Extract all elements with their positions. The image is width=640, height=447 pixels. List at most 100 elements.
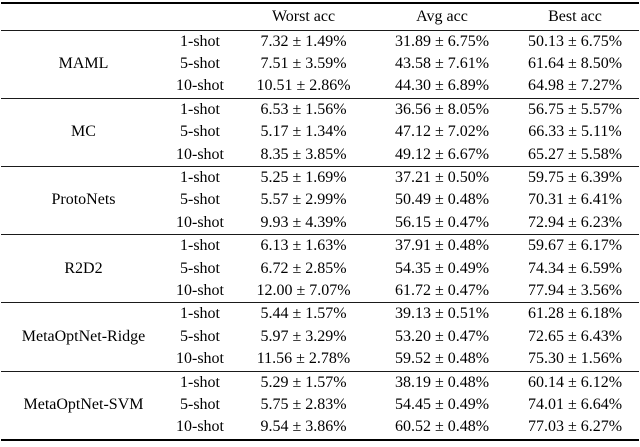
best-acc-value: 60.14 ± 6.12%	[527, 373, 623, 391]
header-row: Worst acc Avg acc Best acc	[1, 3, 639, 31]
avg-acc-value: 37.91 ± 0.48%	[394, 237, 490, 255]
shot-label: 1-shot	[180, 373, 220, 391]
table-row: 5-shot 5.17 ± 1.34% 47.12 ± 7.02% 66.33 ± 5…	[1, 121, 639, 143]
avg-acc-value: 39.13 ± 0.51%	[394, 305, 490, 323]
best-acc-value: 72.65 ± 6.43%	[527, 327, 623, 345]
table-row: 10-shot 10.51 ± 2.86% 44.30 ± 6.89% 64.98 ±…	[1, 75, 639, 98]
worst-acc-value: 8.35 ± 3.85%	[260, 145, 347, 163]
table-row: ProtoNets 1-shot 5.25 ± 1.69% 37.21 ± 0.50%…	[1, 166, 639, 208]
avg-acc-value: 49.12 ± 6.67%	[394, 145, 490, 163]
best-acc-value: 74.34 ± 6.59%	[527, 259, 623, 277]
shot-label: 5-shot	[180, 396, 220, 413]
avg-acc-value: 60.52 ± 0.48%	[394, 418, 490, 436]
shot-label: 1-shot	[180, 237, 220, 255]
worst-acc-value: 5.25 ± 1.69%	[260, 168, 347, 186]
best-acc-value: 74.01 ± 6.64%	[527, 396, 623, 413]
table-row: 10-shot 9.54 ± 3.86% 60.52 ± 0.48% 77.03 ± …	[1, 416, 639, 439]
worst-acc-value: 5.44 ± 1.57%	[260, 305, 347, 323]
method-group-r2d2: R2D2 1-shot 6.13 ± 1.63% 37.91 ± 0.48% 59.67…	[1, 235, 639, 303]
best-acc-value: 72.94 ± 6.23%	[527, 213, 623, 231]
worst-acc-value: 5.17 ± 1.34%	[260, 123, 347, 141]
avg-acc-value: 54.35 ± 0.49%	[394, 259, 490, 277]
best-acc-value: 77.94 ± 3.56%	[527, 281, 623, 299]
table-row: 10-shot 11.56 ± 2.78% 59.52 ± 0.48% 75.30 ±…	[1, 348, 639, 371]
best-acc-value: 61.64 ± 8.50%	[527, 54, 623, 72]
avg-acc-value: 44.30 ± 6.89%	[394, 77, 490, 95]
table-header: Worst acc Avg acc Best acc	[1, 3, 639, 31]
table-row: R2D2 1-shot 6.13 ± 1.63% 37.91 ± 0.48% 59.67…	[1, 235, 639, 276]
worst-acc-value: 6.53 ± 1.56%	[260, 100, 347, 118]
avg-acc-value: 59.52 ± 0.48%	[394, 350, 490, 368]
shot-label: 5-shot	[180, 259, 220, 277]
worst-acc-value: 11.56 ± 2.78%	[256, 350, 351, 368]
avg-acc-value: 54.45 ± 0.49%	[394, 396, 490, 413]
best-acc-value: 59.67 ± 6.17%	[527, 237, 623, 255]
shot-label: 5-shot	[180, 123, 220, 141]
shot-label: 1-shot	[180, 305, 220, 323]
shot-label: 10-shot	[176, 145, 224, 163]
table-row: 5-shot 7.51 ± 3.59% 43.58 ± 7.61% 61.64 ± 8…	[1, 53, 639, 75]
shot-label: 1-shot	[180, 32, 220, 50]
best-acc-value: 75.30 ± 1.56%	[527, 350, 623, 368]
table-row: MC 1-shot 6.53 ± 1.56% 36.56 ± 8.05% 56.75 ±…	[1, 98, 639, 140]
table-row: 10-shot 9.93 ± 4.39% 56.15 ± 0.47% 72.94 ± …	[1, 212, 639, 235]
shot-label: 5-shot	[180, 191, 220, 209]
table-row: 5-shot 6.72 ± 2.85% 54.35 ± 0.49% 74.34 ± 6…	[1, 258, 639, 280]
best-acc-value: 70.31 ± 6.41%	[527, 191, 623, 209]
avg-acc-value: 47.12 ± 7.02%	[394, 123, 490, 141]
best-acc-value: 66.33 ± 5.11%	[528, 123, 622, 141]
avg-acc-value: 53.20 ± 0.47%	[394, 327, 490, 345]
header-avg-acc: Avg acc	[373, 3, 511, 31]
worst-acc-value: 10.51 ± 2.86%	[256, 77, 351, 95]
worst-acc-value: 12.00 ± 7.07%	[256, 281, 351, 299]
avg-acc-value: 36.56 ± 8.05%	[394, 100, 490, 118]
best-acc-value: 77.03 ± 6.27%	[527, 418, 623, 436]
table-row: MAML 1-shot 7.32 ± 1.49% 31.89 ± 6.75% 50.13…	[1, 30, 639, 72]
table-row: MetaOptNet-SVM 1-shot 5.29 ± 1.57% 38.19 ± …	[1, 371, 639, 413]
worst-acc-value: 9.93 ± 4.39%	[260, 213, 347, 231]
method-group-metaoptnet-svm: MetaOptNet-SVM 1-shot 5.29 ± 1.57% 38.19 ± …	[1, 371, 639, 440]
method-group-metaoptnet-ridge: MetaOptNet-Ridge 1-shot 5.44 ± 1.57% 39.13 …	[1, 303, 639, 372]
worst-acc-value: 7.51 ± 3.59%	[260, 54, 347, 72]
worst-acc-value: 6.72 ± 2.85%	[260, 259, 347, 277]
avg-acc-value: 61.72 ± 0.47%	[394, 281, 490, 299]
method-name: MetaOptNet-SVM	[23, 396, 144, 413]
shot-label: 10-shot	[176, 418, 224, 436]
worst-acc-value: 5.29 ± 1.57%	[260, 373, 347, 391]
worst-acc-value: 5.57 ± 2.99%	[260, 191, 347, 209]
worst-acc-value: 5.97 ± 3.29%	[260, 327, 347, 345]
best-acc-value: 64.98 ± 7.27%	[527, 77, 623, 95]
shot-label: 10-shot	[176, 77, 224, 95]
method-name: R2D2	[64, 259, 103, 277]
avg-acc-value: 31.89 ± 6.75%	[394, 32, 490, 50]
table-row: 10-shot 8.35 ± 3.85% 49.12 ± 6.67% 65.27 ± …	[1, 144, 639, 167]
shot-label: 5-shot	[180, 327, 220, 345]
method-group-protonets: ProtoNets 1-shot 5.25 ± 1.69% 37.21 ± 0.50%…	[1, 166, 639, 235]
method-name: ProtoNets	[51, 191, 116, 209]
avg-acc-value: 56.15 ± 0.47%	[394, 213, 490, 231]
best-acc-value: 61.28 ± 6.18%	[527, 305, 623, 323]
best-acc-value: 59.75 ± 6.39%	[527, 168, 623, 186]
method-group-maml: MAML 1-shot 7.32 ± 1.49% 31.89 ± 6.75% 50.13…	[1, 30, 639, 99]
header-best-acc: Best acc	[511, 3, 639, 31]
worst-acc-value: 5.75 ± 2.83%	[260, 396, 347, 413]
shot-label: 10-shot	[176, 213, 224, 231]
results-table: Worst acc Avg acc Best acc MAML 1-shot 7.3…	[1, 2, 639, 441]
shot-label: 1-shot	[180, 100, 220, 118]
best-acc-value: 50.13 ± 6.75%	[527, 32, 623, 50]
shot-label: 5-shot	[180, 54, 220, 72]
method-name: MetaOptNet-Ridge	[21, 327, 146, 345]
avg-acc-value: 37.21 ± 0.50%	[394, 168, 490, 186]
avg-acc-value: 43.58 ± 7.61%	[394, 54, 490, 72]
table-row: 5-shot 5.97 ± 3.29% 53.20 ± 0.47% 72.65 ± 6…	[1, 326, 639, 348]
best-acc-value: 56.75 ± 5.57%	[527, 100, 623, 118]
method-group-mc: MC 1-shot 6.53 ± 1.56% 36.56 ± 8.05% 56.75 ±…	[1, 98, 639, 167]
avg-acc-value: 50.49 ± 0.48%	[394, 191, 490, 209]
worst-acc-value: 6.13 ± 1.63%	[260, 237, 347, 255]
avg-acc-value: 38.19 ± 0.48%	[394, 373, 490, 391]
shot-label: 10-shot	[176, 350, 224, 368]
shot-label: 10-shot	[176, 281, 224, 299]
shot-label: 1-shot	[180, 168, 220, 186]
method-name: MC	[71, 123, 96, 141]
table-row: 10-shot 12.00 ± 7.07% 61.72 ± 0.47% 77.94 ±…	[1, 280, 639, 303]
